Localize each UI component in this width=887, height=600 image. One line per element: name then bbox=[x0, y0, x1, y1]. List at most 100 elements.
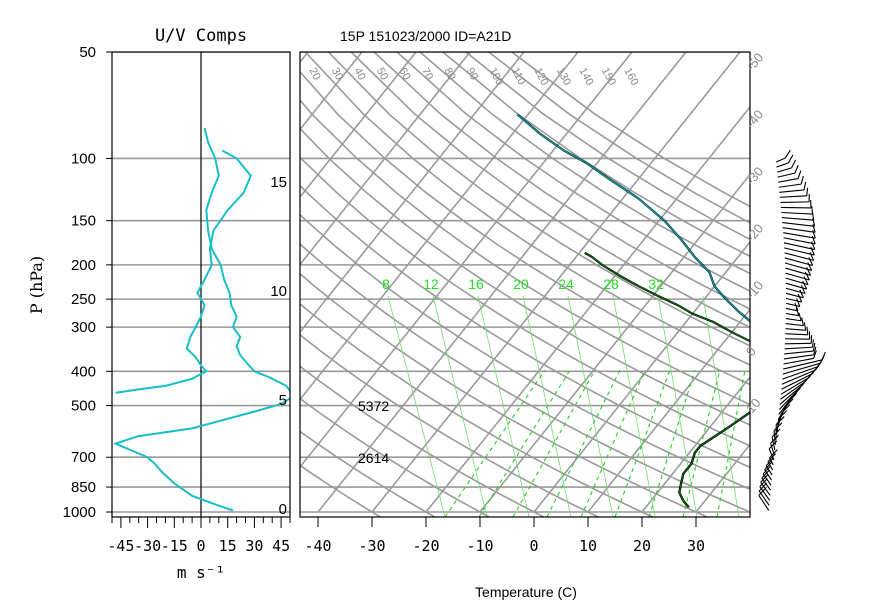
wind-barb-flag bbox=[758, 487, 767, 496]
wind-barb-staff bbox=[780, 377, 810, 395]
skewt-moist-adiabat bbox=[716, 369, 746, 517]
skewt-xtick-label: -20 bbox=[412, 537, 439, 555]
wind-barb-flag bbox=[803, 276, 809, 285]
isotherm-label: 110 bbox=[509, 66, 528, 87]
isotherm-label: 140 bbox=[576, 66, 595, 88]
wind-barb-flag bbox=[778, 410, 788, 419]
wind-barb-staff bbox=[782, 227, 816, 233]
wind-barb-flag bbox=[794, 164, 799, 174]
uv-title: U/V Comps bbox=[155, 26, 247, 46]
height-label: 15 bbox=[270, 174, 287, 191]
wind-barb-staff bbox=[779, 385, 802, 405]
skewt-isotherm bbox=[695, 443, 750, 513]
wind-barb-flag bbox=[764, 461, 773, 471]
wind-barb-staff bbox=[785, 323, 804, 327]
uv-ytick-label: 300 bbox=[71, 319, 96, 336]
wind-barb-flag bbox=[806, 326, 809, 335]
wind-barb-flag bbox=[781, 404, 791, 413]
skewt-xtick-label: -40 bbox=[304, 537, 331, 555]
wind-barb-flag bbox=[803, 322, 807, 331]
skewt-isotherm bbox=[300, 52, 633, 469]
isotherm-label: 160 bbox=[621, 66, 640, 88]
height-label: 0 bbox=[279, 501, 287, 518]
wind-barb-flag bbox=[807, 262, 813, 271]
wind-barb-staff bbox=[778, 177, 799, 183]
wind-barb-staff bbox=[783, 232, 816, 239]
skewt-moist-adiabat bbox=[614, 369, 671, 517]
wind-barb-flag bbox=[800, 285, 806, 294]
wind-barb-flag bbox=[802, 280, 808, 290]
wind-barb-flag bbox=[806, 267, 812, 276]
skewt-dry-adiabat bbox=[300, 272, 710, 517]
dewpoint-line-shadow bbox=[516, 113, 750, 509]
skewt-dry-adiabat bbox=[373, 52, 750, 310]
uv-ytick-label: 1000 bbox=[63, 504, 96, 521]
isotherm-label: 90 bbox=[464, 66, 480, 82]
wind-barb-staff bbox=[785, 297, 802, 303]
height-annotation-500: 5372 bbox=[358, 398, 389, 414]
uv-ytick-label: 250 bbox=[71, 291, 96, 308]
uv-xtick-label: 15 bbox=[219, 537, 237, 555]
wind-barb-flag bbox=[759, 478, 768, 488]
mixing-ratio-label: 28 bbox=[603, 276, 619, 292]
wind-barb-staff bbox=[785, 282, 807, 290]
uv-xlabel: m s⁻¹ bbox=[177, 563, 225, 582]
wind-barb-staff bbox=[784, 350, 814, 355]
wind-barb-staff bbox=[782, 222, 815, 227]
wind-barb-flag bbox=[784, 398, 794, 408]
isotherm-label: 20 bbox=[306, 66, 322, 82]
wind-barb-staff bbox=[781, 217, 814, 221]
wind-barb-flag bbox=[765, 457, 775, 467]
skewt-moist-adiabat bbox=[444, 369, 546, 517]
wind-barb-flag bbox=[804, 271, 810, 281]
skewt-dry-adiabat bbox=[350, 52, 750, 329]
wind-barb-staff bbox=[781, 369, 816, 385]
isotherm-label-right: -50 bbox=[743, 50, 767, 74]
wind-barb-flag bbox=[809, 252, 815, 261]
isotherm-label: 150 bbox=[599, 66, 618, 88]
skewt-isotherm bbox=[0, 52, 146, 512]
isotherm-label: 70 bbox=[419, 66, 435, 82]
wind-barb-staff bbox=[784, 342, 812, 345]
skewt-mixing-line bbox=[387, 295, 446, 517]
skewt-dry-adiabat bbox=[300, 213, 750, 491]
height-label: 5 bbox=[279, 392, 287, 409]
skewt-title: 15P 151023/2000 ID=A21D bbox=[340, 28, 511, 44]
skewt-dry-adiabat bbox=[396, 52, 750, 292]
skewt-dry-adiabat bbox=[300, 397, 491, 517]
skewt-dry-adiabat bbox=[442, 52, 750, 258]
skewt-xtick-label: 30 bbox=[687, 537, 705, 555]
skewt-dry-adiabat bbox=[304, 52, 750, 366]
wind-barb-staff bbox=[785, 312, 799, 317]
uv-ytick-label: 400 bbox=[71, 363, 96, 380]
skewt-dry-adiabat bbox=[300, 302, 655, 517]
wind-barb-staff bbox=[785, 318, 802, 322]
isotherm-label: 80 bbox=[441, 66, 457, 82]
skewt-dry-adiabat bbox=[488, 52, 750, 224]
isotherm-label-right: 10 bbox=[743, 395, 764, 416]
wind-barb-staff bbox=[777, 172, 795, 178]
wind-barb-flag bbox=[799, 289, 804, 299]
skewt-xtick-label: -10 bbox=[466, 537, 493, 555]
isotherm-label: 130 bbox=[554, 66, 573, 88]
wind-barb-staff bbox=[783, 354, 814, 360]
wind-barb-flag bbox=[812, 218, 816, 227]
isotherm-label: 40 bbox=[351, 66, 367, 82]
mixing-ratio-label: 8 bbox=[382, 276, 390, 292]
wind-barb-staff bbox=[783, 237, 816, 245]
wind-barb-staff bbox=[775, 157, 786, 163]
wind-barb-staff bbox=[781, 373, 813, 390]
isotherm-label-right: 0 bbox=[743, 344, 759, 359]
skewt-isotherm bbox=[533, 240, 750, 513]
skewt-isotherm bbox=[804, 52, 887, 512]
wind-barb-flag bbox=[811, 339, 814, 348]
wind-barb-staff bbox=[779, 189, 805, 193]
wind-barb-staff bbox=[783, 359, 823, 370]
skewt-frame bbox=[299, 51, 751, 518]
skewt-xtick-label: 20 bbox=[633, 537, 651, 555]
wind-barb-flag bbox=[801, 317, 804, 326]
uv-series-outline bbox=[113, 127, 290, 512]
wind-barb-staff bbox=[782, 366, 819, 380]
